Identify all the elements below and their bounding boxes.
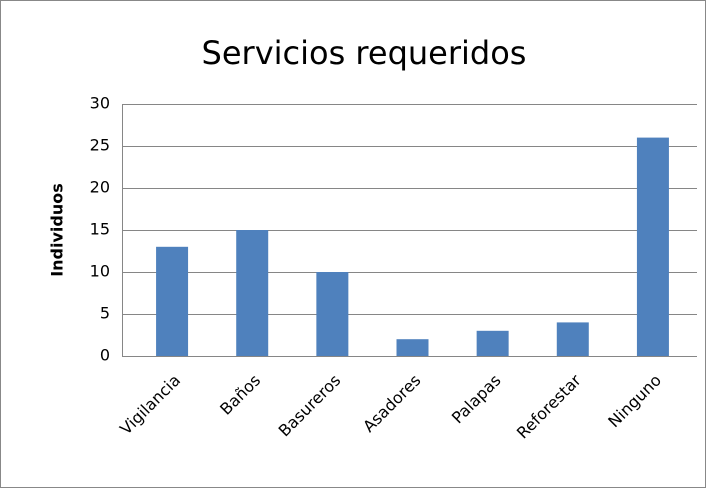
bar [636, 137, 669, 356]
y-tick-label: 25 [90, 136, 110, 155]
bar [556, 322, 589, 356]
y-tick-label: 10 [90, 262, 110, 281]
y-tick-label: 5 [100, 304, 110, 323]
bar [316, 272, 349, 356]
y-axis-label: Individuos [48, 183, 67, 277]
bar [156, 246, 189, 356]
y-tick-label: 30 [90, 94, 110, 113]
y-tick-label: 20 [90, 178, 110, 197]
y-tick-label: 0 [100, 346, 110, 365]
bar [396, 339, 429, 356]
y-tick-label: 15 [90, 220, 110, 239]
bar [236, 230, 269, 356]
chart-title: Servicios requeridos [202, 34, 527, 72]
bar [476, 330, 509, 356]
